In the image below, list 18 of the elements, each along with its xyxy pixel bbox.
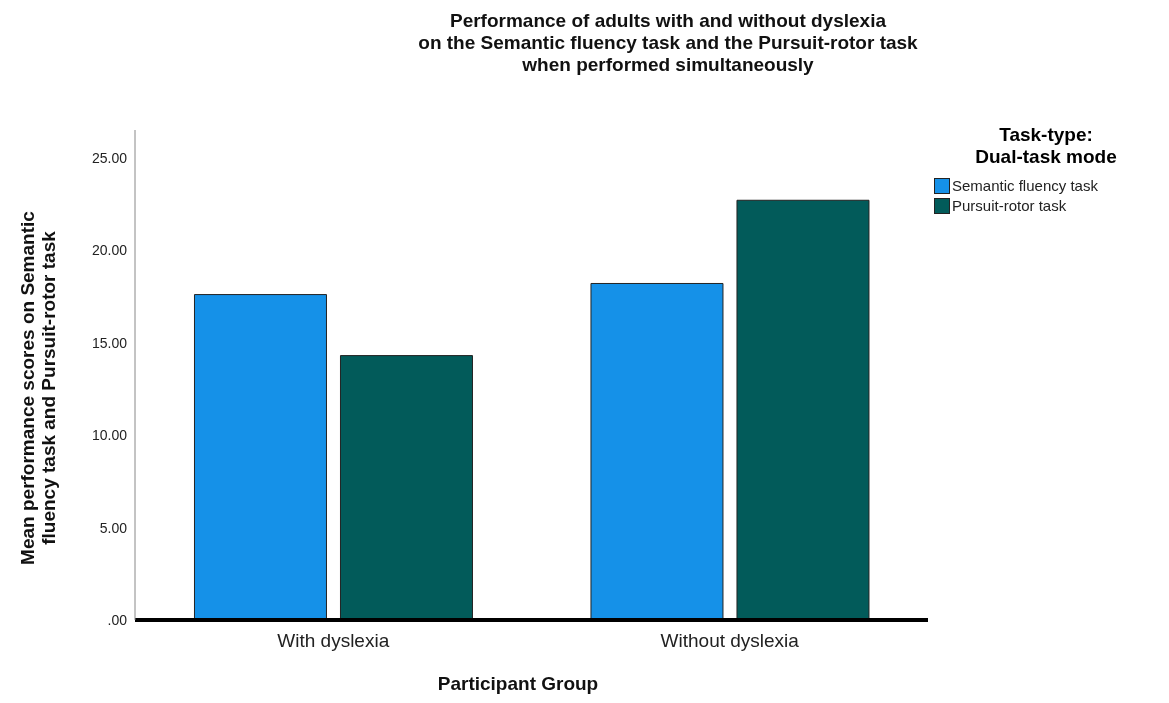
chart-title: Performance of adults with and without dyslexia on the Semantic fluency task and the Pursuit-rotor task when performed simultaneously bbox=[417, 10, 919, 76]
y-tick-label: .00 bbox=[107, 611, 128, 628]
x-tick-label: Without dyslexia bbox=[660, 630, 800, 652]
legend-label: Pursuit-rotor task bbox=[951, 196, 1068, 216]
legend-label: Semantic fluency task bbox=[951, 176, 1099, 196]
legend-title: Task-type: Dual-task mode bbox=[974, 124, 1118, 168]
y-tick-label: 20.00 bbox=[91, 242, 128, 259]
y-axis-title: Mean performance scores on Semantic fluency task and Pursuit-rotor task bbox=[17, 211, 59, 565]
y-tick-label: 5.00 bbox=[99, 519, 128, 536]
y-tick-label: 15.00 bbox=[91, 334, 128, 351]
y-tick-label: 25.00 bbox=[91, 149, 128, 166]
bar bbox=[590, 282, 724, 620]
x-tick-label: With dyslexia bbox=[277, 630, 390, 652]
bar bbox=[736, 199, 870, 620]
y-tick-label: 10.00 bbox=[91, 427, 128, 444]
x-axis-title: Participant Group bbox=[436, 673, 600, 695]
bar bbox=[193, 294, 327, 620]
bar bbox=[339, 355, 473, 620]
